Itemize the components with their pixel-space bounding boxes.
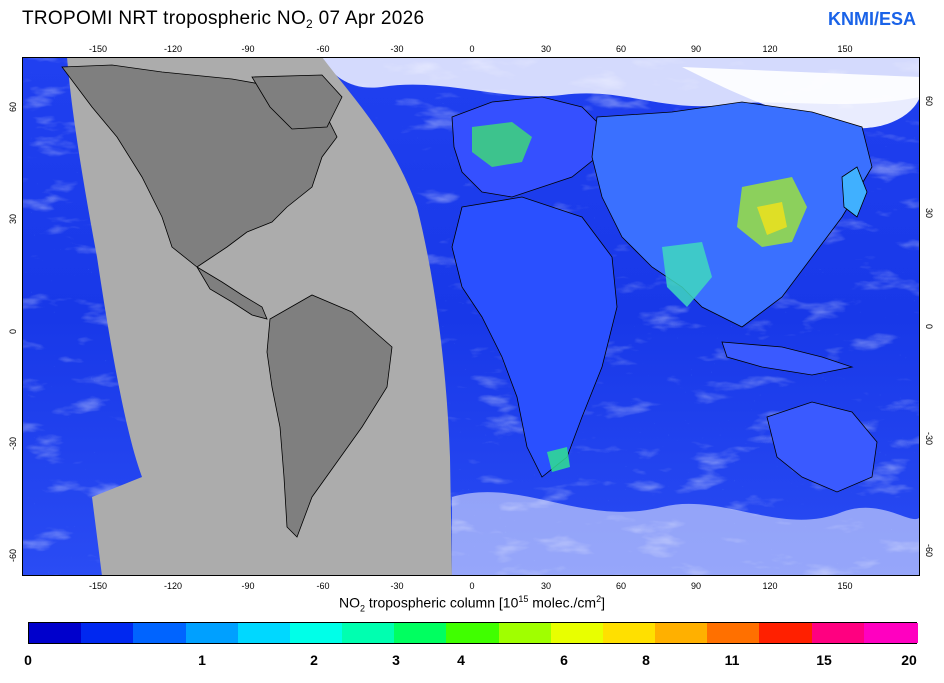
lon-bottom-label: -90: [241, 581, 255, 591]
siberia-cloud: [682, 67, 920, 129]
indonesia: [721, 341, 854, 376]
xlabel-sup2: 2: [596, 594, 602, 604]
lat-right-label: -30: [924, 432, 934, 446]
colorbar-title: NO2 tropospheric column [1015 molec./cm2…: [0, 594, 944, 613]
lon-top-label: 90: [690, 44, 702, 54]
colorbar-segment: [342, 623, 396, 643]
colorbar-segment: [707, 623, 762, 643]
map-frame: [22, 57, 920, 576]
colorbar-segment: [863, 623, 918, 643]
colorbar-segment: [446, 623, 501, 643]
lon-top-label: -30: [390, 44, 404, 54]
lon-bottom-label: 120: [762, 581, 778, 591]
colorbar-tick: 2: [310, 652, 318, 668]
colorbar-segment: [602, 623, 657, 643]
lat-right-label: 30: [924, 208, 934, 219]
title-date: 07 Apr 2026: [318, 8, 425, 29]
lon-top-label: -150: [88, 44, 108, 54]
north-america: [61, 64, 338, 268]
europe-hotspot: [472, 122, 532, 167]
india-hotspot: [662, 242, 712, 307]
xlabel-sub: 2: [360, 603, 366, 614]
colorbar-tick: 8: [642, 652, 650, 668]
japan: [841, 166, 868, 218]
xlabel-pre: NO: [339, 594, 361, 611]
xlabel-sup1: 15: [518, 594, 529, 604]
lat-left-label: 60: [8, 101, 18, 112]
colorbar-segment: [133, 623, 188, 643]
xlabel-end: ]: [601, 594, 605, 611]
colorbar-segment: [237, 623, 292, 643]
colorbar-segment: [759, 623, 814, 643]
colorbar-segment: [185, 623, 240, 643]
no2-map: [22, 57, 920, 576]
lat-left-label: 0: [8, 328, 18, 334]
lon-top-label: 60: [615, 44, 627, 54]
colorbar-tick: 3: [392, 652, 400, 668]
lon-bottom-label: 0: [469, 581, 475, 591]
colorbar-segment: [394, 623, 449, 643]
colorbar: [28, 622, 918, 644]
lat-left-label: -30: [8, 436, 18, 450]
lon-bottom-label: 90: [690, 581, 702, 591]
lon-bottom-label: -120: [163, 581, 183, 591]
central-america: [196, 266, 268, 320]
colorbar-tick: 4: [457, 652, 465, 668]
colorbar-segment: [498, 623, 553, 643]
title-prefix: TROPOMI NRT tropospheric NO: [22, 8, 307, 29]
china-core: [757, 202, 787, 235]
lon-top-label: 30: [540, 44, 552, 54]
colorbar-tick: 0: [24, 652, 32, 668]
lat-right-label: -60: [924, 544, 934, 558]
asia: [591, 101, 873, 328]
xlabel-mid: tropospheric column [10: [365, 594, 519, 611]
colorbar-tick: 6: [560, 652, 568, 668]
lon-top-label: -120: [163, 44, 183, 54]
colorbar-tick: 1: [198, 652, 206, 668]
colorbar-tick: 20: [901, 652, 917, 668]
greenland: [251, 74, 343, 130]
brand-label: KNMI/ESA: [827, 9, 916, 29]
lon-top-label: 0: [469, 44, 475, 54]
lon-top-label: 150: [837, 44, 853, 54]
lon-top-label: -90: [241, 44, 255, 54]
title-subscript: 2: [306, 17, 314, 31]
south-africa-hotspot: [547, 447, 570, 472]
xlabel-post: molec./cm: [528, 594, 597, 611]
lon-bottom-label: -60: [316, 581, 330, 591]
colorbar-segment: [811, 623, 866, 643]
lon-bottom-label: 30: [540, 581, 552, 591]
colorbar-segment: [81, 623, 136, 643]
lat-left-label: -60: [8, 548, 18, 562]
colorbar-segment: [655, 623, 710, 643]
lon-bottom-label: 60: [615, 581, 627, 591]
lat-right-label: 60: [924, 96, 934, 107]
colorbar-tick: 15: [816, 652, 832, 668]
lat-right-label: 0: [924, 324, 934, 330]
lon-top-label: -60: [316, 44, 330, 54]
map-title: TROPOMI NRT tropospheric NO2 07 Apr 2026: [22, 8, 424, 31]
south-america: [266, 294, 393, 538]
lat-left-label: 30: [8, 213, 18, 224]
colorbar-segment: [550, 623, 605, 643]
lon-top-label: 120: [762, 44, 778, 54]
australia: [766, 401, 878, 493]
lon-bottom-label: 150: [837, 581, 853, 591]
lon-bottom-label: -150: [88, 581, 108, 591]
lon-bottom-label: -30: [390, 581, 404, 591]
colorbar-tick: 11: [724, 652, 740, 668]
colorbar-segment: [289, 623, 344, 643]
southern-cloud: [452, 492, 920, 576]
colorbar-segment: [29, 623, 83, 643]
